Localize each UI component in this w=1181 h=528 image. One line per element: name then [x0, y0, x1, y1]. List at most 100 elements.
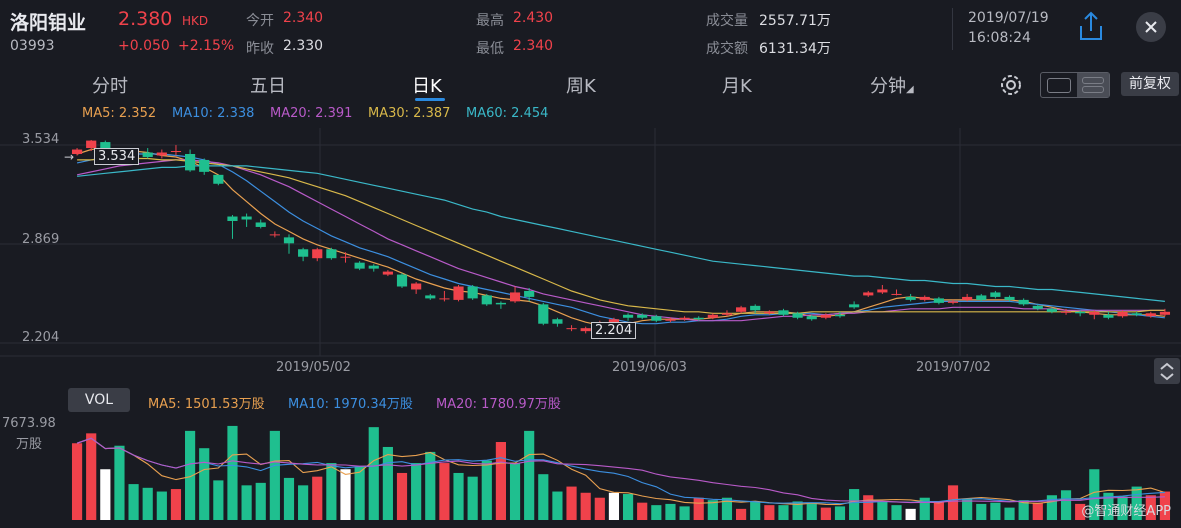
price-tick-mid: 2.869 — [22, 232, 60, 247]
max-price-annotation: 3.534 — [94, 148, 140, 165]
volume-bar — [693, 497, 704, 520]
volume-bar — [298, 485, 309, 520]
volume-bar — [721, 497, 733, 520]
volume-bar — [283, 477, 295, 520]
volume-bar — [100, 469, 111, 520]
turnover-label: 成交额 — [706, 41, 748, 57]
volume-bar — [1046, 495, 1057, 520]
ma60-line — [77, 165, 1165, 302]
candle-body — [637, 314, 648, 318]
ma20-line — [76, 159, 1165, 322]
volume-bar — [891, 505, 902, 520]
candle-body — [792, 313, 803, 318]
candle-body — [1145, 313, 1156, 317]
chevron-up-down-icon — [1160, 362, 1174, 381]
candle-body — [481, 295, 492, 305]
volume-bar — [213, 480, 224, 520]
candle-body — [368, 265, 379, 269]
candle-body — [538, 304, 549, 324]
single-pane-icon[interactable] — [1047, 78, 1071, 93]
candle-body — [100, 142, 111, 153]
volume-bar — [764, 505, 775, 520]
volume-bar — [453, 472, 464, 520]
settings-button[interactable] — [996, 70, 1026, 100]
candle-body — [156, 152, 167, 156]
candle-body — [1075, 311, 1086, 314]
candle-body — [1018, 299, 1029, 305]
split-pane-button[interactable] — [1077, 73, 1109, 97]
tab-minute[interactable]: 分钟◢ — [870, 72, 914, 98]
price-change-percent: +2.15% — [178, 38, 235, 54]
vol-max-value: 7673.98 — [2, 416, 56, 431]
tab-monthly-k[interactable]: 月K — [722, 76, 752, 97]
candle-body — [1046, 308, 1057, 312]
volume-bar — [566, 486, 577, 520]
volume-bar — [354, 466, 365, 520]
price-adjust-button[interactable]: 前复权 — [1121, 72, 1179, 96]
candle-body — [976, 295, 987, 300]
stock-code: 03993 — [10, 38, 55, 54]
current-price: 2.380 — [118, 8, 173, 30]
vol-ma20-line — [76, 437, 1165, 504]
ma10-legend: MA10: 2.338 — [172, 106, 255, 121]
volume-bar — [227, 425, 238, 520]
close-button[interactable] — [1136, 12, 1166, 42]
volume-bar — [1131, 486, 1142, 520]
volume-bar — [736, 508, 747, 520]
date-tick-1: 2019/05/02 — [276, 360, 351, 375]
turnover-value: 6131.34万 — [759, 41, 831, 57]
high-label: 最高 — [476, 13, 504, 29]
split-pane-top-icon — [1082, 77, 1104, 84]
header-divider — [952, 8, 953, 50]
tab-weekly-k[interactable]: 周K — [566, 76, 596, 97]
high-value: 2.430 — [513, 10, 554, 26]
candle-body — [665, 319, 676, 321]
open-label: 今开 — [246, 13, 274, 29]
candle-body — [298, 249, 309, 257]
volume-bar — [86, 433, 97, 520]
volume-bar — [1018, 500, 1029, 520]
volume-bar — [1145, 495, 1156, 520]
candle-body — [213, 174, 224, 184]
volume-bar — [326, 463, 337, 520]
layout-toggle — [1040, 72, 1110, 98]
ma30-legend: MA30: 2.387 — [368, 106, 451, 121]
volume-bar — [382, 446, 393, 520]
volume-bar — [467, 476, 478, 520]
candle-body — [495, 302, 506, 305]
volume-bar — [919, 497, 930, 520]
volume-bar — [1117, 496, 1128, 520]
quote-time: 16:08:24 — [968, 30, 1031, 46]
volume-bar — [509, 463, 521, 520]
candle-body — [834, 314, 846, 317]
candle-body — [382, 271, 393, 275]
volume-bar — [1075, 503, 1086, 520]
volume-bar — [241, 485, 252, 520]
tab-five-day[interactable]: 五日 — [250, 76, 286, 97]
share-button[interactable] — [1076, 10, 1106, 42]
volume-bar — [71, 443, 83, 520]
candle-body — [877, 289, 888, 293]
candle-body — [608, 319, 620, 324]
quote-date: 2019/07/19 — [968, 10, 1049, 26]
volume-bar — [340, 469, 351, 520]
candle-body — [849, 304, 860, 308]
candle-body — [453, 286, 464, 300]
volume-indicator-button[interactable]: VOL — [68, 388, 130, 412]
candle-body — [806, 316, 817, 320]
tab-daily-k[interactable]: 日K — [412, 76, 442, 97]
candle-body — [1032, 305, 1043, 309]
candle-body — [509, 292, 521, 302]
candle-body — [71, 149, 83, 154]
low-value: 2.340 — [513, 38, 554, 54]
candle-body — [170, 151, 182, 153]
candle-body — [524, 290, 535, 297]
volume-bar — [199, 448, 210, 520]
candle-body — [1159, 311, 1171, 315]
candle-body — [1004, 296, 1015, 300]
expand-collapse-button[interactable] — [1154, 358, 1180, 384]
share-icon — [1080, 11, 1102, 40]
candle-body — [1089, 311, 1100, 315]
tab-intraday[interactable]: 分时 — [92, 76, 128, 97]
